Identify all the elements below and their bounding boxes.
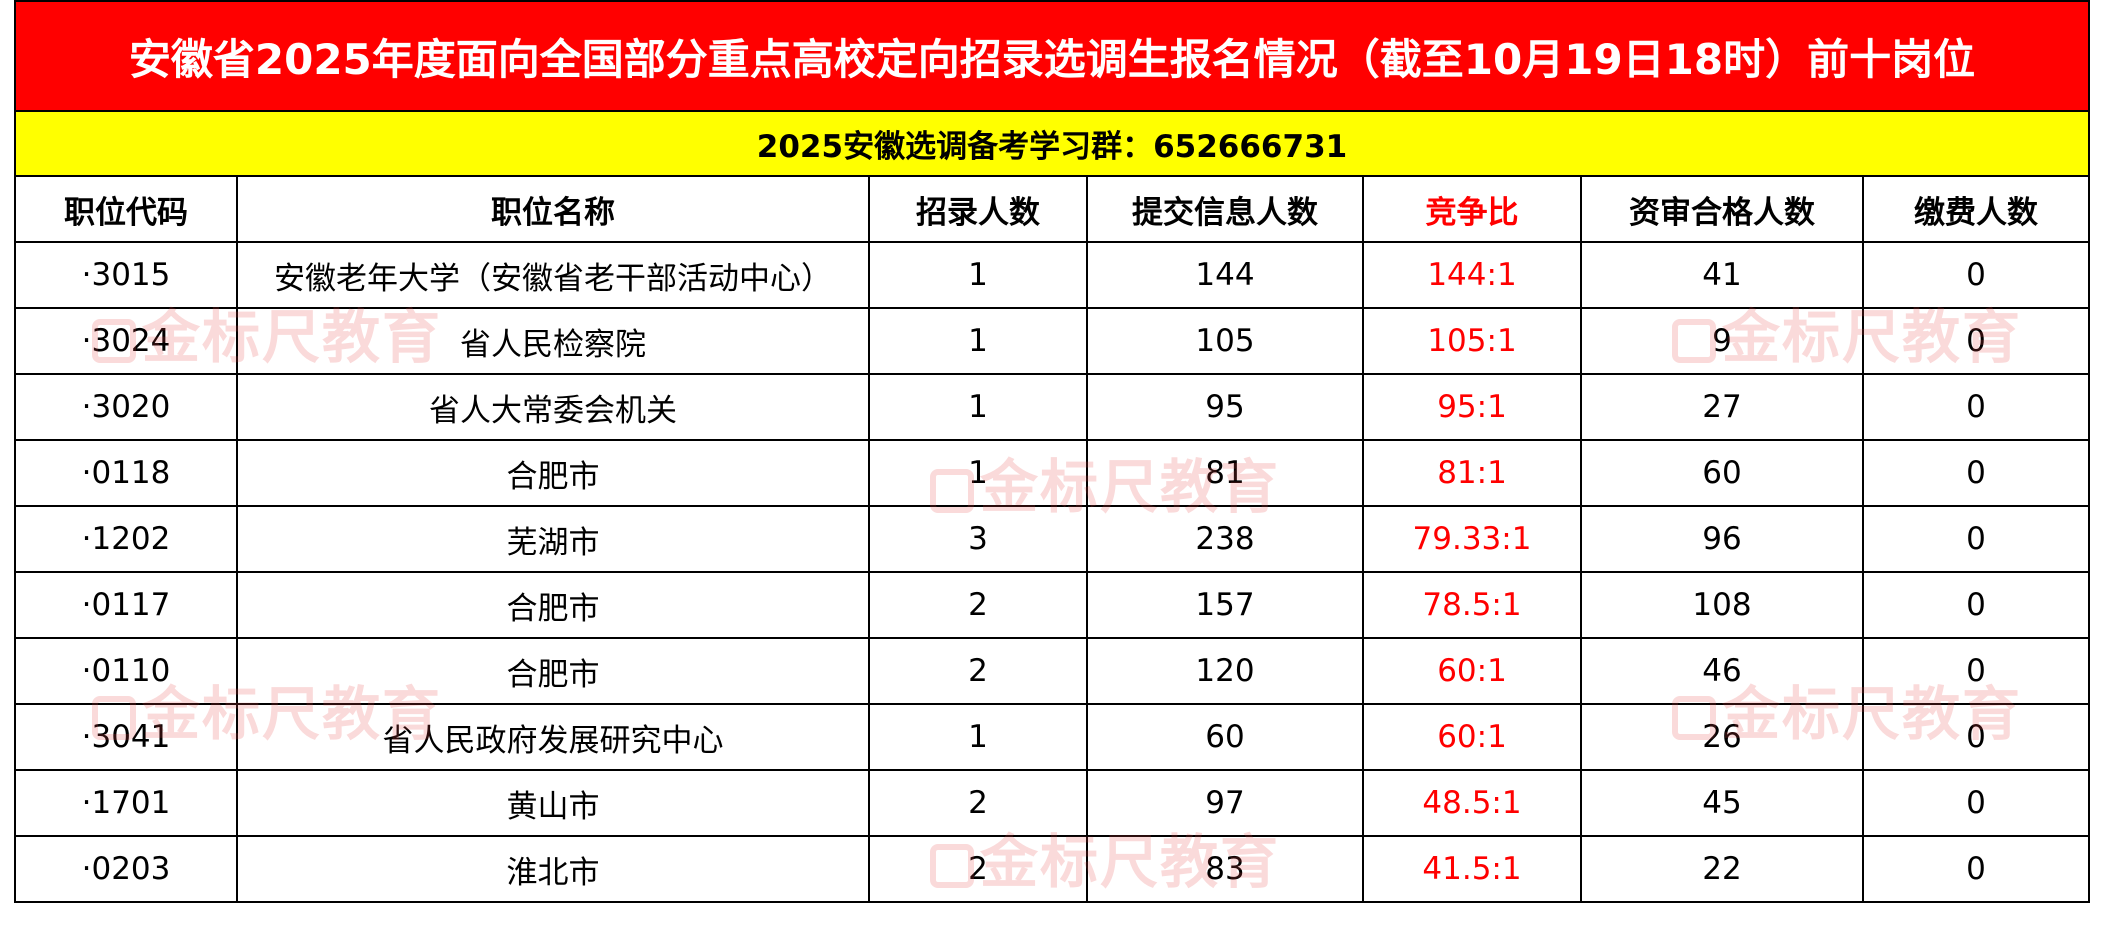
cell-paid: 0 — [1861, 439, 2091, 507]
cell-qualified: 96 — [1580, 505, 1864, 573]
cell-code: ·0117 — [14, 571, 238, 639]
cell-paid: 0 — [1861, 373, 2091, 441]
cell-submitted: 97 — [1086, 769, 1364, 837]
cell-ratio: 60:1 — [1362, 703, 1582, 771]
cell-qualified: 41 — [1580, 241, 1864, 309]
registration-table: 安徽省2025年度面向全国部分重点高校定向招录选调生报名情况（截至10月19日1… — [13, 0, 2091, 903]
table-row: ·3015 安徽老年大学（安徽省老干部活动中心） 1 144 144:1 41 … — [14, 241, 2091, 309]
cell-ratio: 48.5:1 — [1362, 769, 1582, 837]
table-row: ·0117 合肥市 2 157 78.5:1 108 0 — [14, 571, 2091, 639]
cell-code: ·3041 — [14, 703, 238, 771]
table-row: ·0118 合肥市 1 81 81:1 60 0 — [14, 439, 2091, 507]
cell-name: 合肥市 — [236, 571, 870, 639]
cell-qualified: 9 — [1580, 307, 1864, 375]
table-row: ·0110 合肥市 2 120 60:1 46 0 — [14, 637, 2091, 705]
cell-ratio: 41.5:1 — [1362, 835, 1582, 903]
cell-hire: 1 — [868, 373, 1088, 441]
cell-qualified: 60 — [1580, 439, 1864, 507]
cell-hire: 1 — [868, 307, 1088, 375]
cell-name: 省人民检察院 — [236, 307, 870, 375]
cell-qualified: 45 — [1580, 769, 1864, 837]
table-row: ·3024 省人民检察院 1 105 105:1 9 0 — [14, 307, 2091, 375]
cell-hire: 1 — [868, 703, 1088, 771]
header-submitted: 提交信息人数 — [1086, 175, 1364, 243]
table-row: ·1202 芜湖市 3 238 79.33:1 96 0 — [14, 505, 2091, 573]
cell-qualified: 22 — [1580, 835, 1864, 903]
cell-submitted: 60 — [1086, 703, 1364, 771]
cell-ratio: 79.33:1 — [1362, 505, 1582, 573]
cell-ratio: 105:1 — [1362, 307, 1582, 375]
table-row: ·0203 淮北市 2 83 41.5:1 22 0 — [14, 835, 2091, 903]
cell-paid: 0 — [1861, 571, 2091, 639]
cell-qualified: 27 — [1580, 373, 1864, 441]
table-row: ·3020 省人大常委会机关 1 95 95:1 27 0 — [14, 373, 2091, 441]
table-row: ·1701 黄山市 2 97 48.5:1 45 0 — [14, 769, 2091, 837]
cell-hire: 2 — [868, 835, 1088, 903]
cell-ratio: 60:1 — [1362, 637, 1582, 705]
header-paid: 缴费人数 — [1861, 175, 2091, 243]
cell-hire: 2 — [868, 571, 1088, 639]
cell-ratio: 78.5:1 — [1362, 571, 1582, 639]
cell-qualified: 108 — [1580, 571, 1864, 639]
cell-paid: 0 — [1861, 703, 2091, 771]
cell-code: ·0118 — [14, 439, 238, 507]
cell-submitted: 105 — [1086, 307, 1364, 375]
cell-submitted: 157 — [1086, 571, 1364, 639]
cell-hire: 1 — [868, 241, 1088, 309]
cell-name: 省人大常委会机关 — [236, 373, 870, 441]
cell-hire: 1 — [868, 439, 1088, 507]
cell-hire: 2 — [868, 637, 1088, 705]
cell-qualified: 26 — [1580, 703, 1864, 771]
cell-hire: 2 — [868, 769, 1088, 837]
cell-name: 安徽老年大学（安徽省老干部活动中心） — [236, 241, 870, 309]
header-code: 职位代码 — [14, 175, 238, 243]
cell-name: 芜湖市 — [236, 505, 870, 573]
cell-submitted: 120 — [1086, 637, 1364, 705]
table-header-row: 职位代码 职位名称 招录人数 提交信息人数 竞争比 资审合格人数 缴费人数 — [14, 175, 2091, 243]
header-name: 职位名称 — [236, 175, 870, 243]
study-group-banner: 2025安徽选调备考学习群：652666731 — [13, 110, 2091, 177]
header-ratio: 竞争比 — [1362, 175, 1582, 243]
cell-code: ·3015 — [14, 241, 238, 309]
cell-submitted: 144 — [1086, 241, 1364, 309]
cell-submitted: 238 — [1086, 505, 1364, 573]
cell-qualified: 46 — [1580, 637, 1864, 705]
cell-name: 黄山市 — [236, 769, 870, 837]
cell-code: ·0110 — [14, 637, 238, 705]
cell-paid: 0 — [1861, 505, 2091, 573]
cell-submitted: 95 — [1086, 373, 1364, 441]
cell-paid: 0 — [1861, 769, 2091, 837]
cell-name: 合肥市 — [236, 439, 870, 507]
cell-code: ·1701 — [14, 769, 238, 837]
cell-submitted: 83 — [1086, 835, 1364, 903]
cell-name: 合肥市 — [236, 637, 870, 705]
cell-code: ·0203 — [14, 835, 238, 903]
cell-paid: 0 — [1861, 241, 2091, 309]
cell-code: ·3020 — [14, 373, 238, 441]
header-qualified: 资审合格人数 — [1580, 175, 1864, 243]
cell-code: ·1202 — [14, 505, 238, 573]
cell-paid: 0 — [1861, 835, 2091, 903]
cell-submitted: 81 — [1086, 439, 1364, 507]
data-sheet: 安徽省2025年度面向全国部分重点高校定向招录选调生报名情况（截至10月19日1… — [13, 0, 2102, 903]
table-row: ·3041 省人民政府发展研究中心 1 60 60:1 26 0 — [14, 703, 2091, 771]
cell-paid: 0 — [1861, 637, 2091, 705]
cell-name: 省人民政府发展研究中心 — [236, 703, 870, 771]
cell-ratio: 81:1 — [1362, 439, 1582, 507]
cell-code: ·3024 — [14, 307, 238, 375]
cell-ratio: 95:1 — [1362, 373, 1582, 441]
page-title: 安徽省2025年度面向全国部分重点高校定向招录选调生报名情况（截至10月19日1… — [13, 0, 2091, 112]
cell-hire: 3 — [868, 505, 1088, 573]
header-hire: 招录人数 — [868, 175, 1088, 243]
cell-paid: 0 — [1861, 307, 2091, 375]
cell-ratio: 144:1 — [1362, 241, 1582, 309]
cell-name: 淮北市 — [236, 835, 870, 903]
